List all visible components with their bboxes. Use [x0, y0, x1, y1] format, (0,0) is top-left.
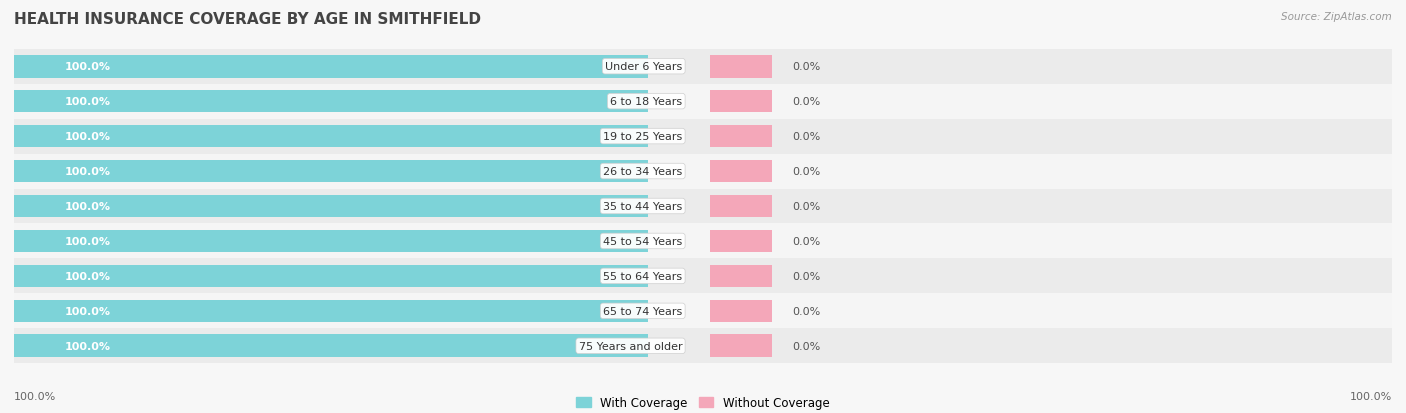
Bar — [710, 195, 772, 218]
Text: 100.0%: 100.0% — [65, 97, 111, 107]
Text: 100.0%: 100.0% — [65, 132, 111, 142]
Text: 100.0%: 100.0% — [65, 202, 111, 211]
Bar — [14, 300, 648, 323]
Bar — [14, 189, 1392, 224]
Text: 100.0%: 100.0% — [1350, 392, 1392, 401]
Bar — [14, 224, 1392, 259]
Text: 6 to 18 Years: 6 to 18 Years — [610, 97, 682, 107]
Text: 0.0%: 0.0% — [793, 236, 821, 247]
Bar — [14, 84, 1392, 119]
Bar — [710, 56, 772, 78]
Text: Under 6 Years: Under 6 Years — [605, 62, 682, 72]
Bar — [14, 265, 648, 287]
Bar — [14, 294, 1392, 329]
Text: 100.0%: 100.0% — [14, 392, 56, 401]
Bar — [710, 160, 772, 183]
Legend: With Coverage, Without Coverage: With Coverage, Without Coverage — [572, 392, 834, 413]
Bar — [14, 126, 648, 148]
Text: 100.0%: 100.0% — [65, 271, 111, 281]
Text: 0.0%: 0.0% — [793, 166, 821, 177]
Bar — [14, 329, 1392, 363]
Bar — [710, 300, 772, 323]
Bar — [14, 90, 648, 113]
Bar — [14, 56, 648, 78]
Text: 35 to 44 Years: 35 to 44 Years — [603, 202, 682, 211]
Bar — [14, 50, 1392, 84]
Text: 19 to 25 Years: 19 to 25 Years — [603, 132, 682, 142]
Text: 75 Years and older: 75 Years and older — [579, 341, 682, 351]
Bar — [14, 195, 648, 218]
Bar — [14, 259, 1392, 294]
Text: HEALTH INSURANCE COVERAGE BY AGE IN SMITHFIELD: HEALTH INSURANCE COVERAGE BY AGE IN SMIT… — [14, 12, 481, 27]
Text: 0.0%: 0.0% — [793, 306, 821, 316]
Text: 65 to 74 Years: 65 to 74 Years — [603, 306, 682, 316]
Bar — [14, 160, 648, 183]
Bar — [710, 90, 772, 113]
Text: 100.0%: 100.0% — [65, 236, 111, 247]
Text: 0.0%: 0.0% — [793, 271, 821, 281]
Text: 0.0%: 0.0% — [793, 341, 821, 351]
Bar — [14, 119, 1392, 154]
Text: 0.0%: 0.0% — [793, 132, 821, 142]
Text: 100.0%: 100.0% — [65, 166, 111, 177]
Text: 100.0%: 100.0% — [65, 306, 111, 316]
Bar — [14, 230, 648, 253]
Text: 26 to 34 Years: 26 to 34 Years — [603, 166, 682, 177]
Text: 0.0%: 0.0% — [793, 97, 821, 107]
Bar — [710, 335, 772, 357]
Bar — [710, 126, 772, 148]
Bar — [14, 154, 1392, 189]
Text: 0.0%: 0.0% — [793, 202, 821, 211]
Bar — [710, 265, 772, 287]
Bar — [710, 230, 772, 253]
Text: Source: ZipAtlas.com: Source: ZipAtlas.com — [1281, 12, 1392, 22]
Text: 55 to 64 Years: 55 to 64 Years — [603, 271, 682, 281]
Text: 100.0%: 100.0% — [65, 62, 111, 72]
Text: 100.0%: 100.0% — [65, 341, 111, 351]
Text: 0.0%: 0.0% — [793, 62, 821, 72]
Bar — [14, 335, 648, 357]
Text: 45 to 54 Years: 45 to 54 Years — [603, 236, 682, 247]
